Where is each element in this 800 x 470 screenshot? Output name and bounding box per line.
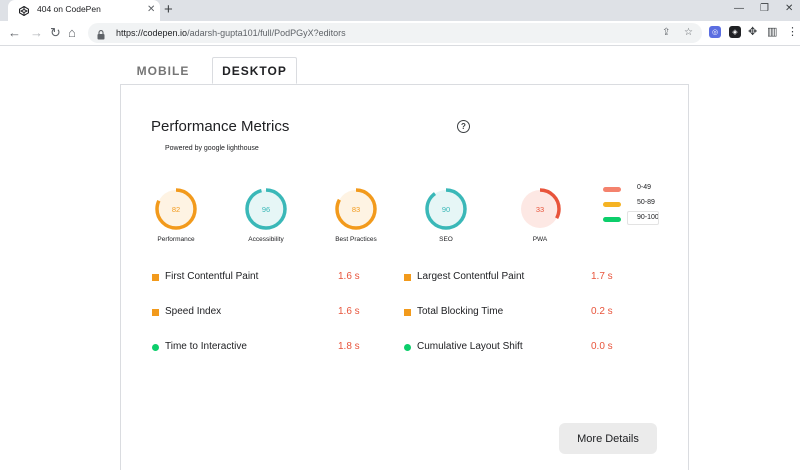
gauge-label: PWA (532, 236, 548, 243)
tab-title: 404 on CodePen (37, 4, 101, 14)
gauge-score: 90 (442, 205, 450, 214)
side-panel-icon[interactable]: ▥ (767, 26, 778, 38)
gauge-arc (519, 188, 561, 230)
metric-marker-icon (152, 309, 159, 316)
gauge-best-practices: 83 Best Practices (331, 186, 381, 243)
new-tab-button[interactable]: + (164, 1, 173, 18)
window-maximize-button[interactable]: ❐ (760, 3, 769, 14)
metric-name: First Contentful Paint (165, 271, 259, 282)
gauge-score: 83 (352, 205, 360, 214)
metric-value: 0.0 s (591, 341, 613, 352)
legend-swatch (603, 187, 621, 192)
gauge-ring: 33 (519, 188, 561, 230)
gauge-arc (335, 188, 377, 230)
gauge-fill (521, 190, 559, 228)
metric-marker-icon (404, 344, 411, 351)
gauge-label: SEO (439, 236, 453, 243)
tab-desktop[interactable]: DESKTOP (212, 57, 297, 84)
metric-marker-icon (404, 309, 411, 316)
gauge-ring: 82 (155, 188, 197, 230)
lock-icon[interactable] (97, 27, 105, 45)
window-minimize-button[interactable]: — (734, 3, 744, 14)
tab-mobile[interactable]: MOBILE (136, 63, 190, 78)
metric-name: Speed Index (165, 306, 222, 317)
metric-row: First Contentful Paint 1.6 s (152, 270, 392, 286)
page-title: Performance Metrics (151, 118, 290, 135)
metric-row: Speed Index 1.6 s (152, 305, 392, 321)
gauge-fill (157, 190, 195, 228)
gauge-seo: 90 SEO (421, 186, 471, 243)
browser-toolbar: ← → ↻ ⌂ https://codepen.io/adarsh-gupta1… (0, 21, 800, 46)
gauge-label: Best Practices (335, 236, 377, 243)
metric-value: 1.7 s (591, 271, 613, 282)
gauge-pwa: 33 PWA (515, 186, 565, 243)
metric-value: 1.8 s (338, 341, 360, 352)
codepen-icon (18, 5, 29, 16)
window-close-button[interactable]: ✕ (785, 3, 794, 14)
metric-value: 1.6 s (338, 271, 360, 282)
gauge-ring: 96 (245, 188, 287, 230)
tab-close-icon[interactable]: ✕ (147, 4, 156, 15)
gauge-fill (337, 190, 375, 228)
back-arrow-icon[interactable]: ← (8, 25, 21, 40)
url-domain: https://codepen.io (116, 28, 188, 38)
metric-name: Total Blocking Time (417, 306, 504, 317)
tab-strip: 404 on CodePen ✕ + — ❐ ✕ (0, 0, 800, 21)
metric-row: Cumulative Layout Shift 0.0 s (404, 340, 644, 356)
bookmark-star-icon[interactable]: ☆ (684, 27, 693, 38)
gauge-score: 82 (172, 205, 180, 214)
url-text: https://codepen.io/adarsh-gupta101/full/… (116, 28, 346, 38)
gauge-arc (425, 188, 467, 230)
gauge-arc (245, 188, 287, 230)
metric-marker-icon (152, 344, 159, 351)
gauge-accessibility: 96 Accessibility (241, 186, 291, 243)
legend-range: 90-100 (637, 214, 659, 221)
puzzle-extensions-icon[interactable]: ✥ (748, 26, 758, 38)
browser-tab[interactable]: 404 on CodePen ✕ (8, 0, 160, 21)
metric-value: 1.6 s (338, 306, 360, 317)
page-content: MOBILE DESKTOP Performance Metrics Power… (0, 47, 800, 470)
legend-swatch (603, 217, 621, 222)
reload-icon[interactable]: ↻ (50, 25, 61, 40)
metric-name: Cumulative Layout Shift (417, 341, 523, 352)
gauge-performance: 82 Performance (151, 186, 201, 243)
gauge-fill (427, 190, 465, 228)
forward-arrow-icon[interactable]: → (30, 25, 43, 40)
metric-name: Time to Interactive (165, 341, 247, 352)
metric-name: Largest Contentful Paint (417, 271, 525, 282)
metric-value: 0.2 s (591, 306, 613, 317)
page-subtitle: Powered by google lighthouse (165, 145, 259, 152)
gauge-fill (247, 190, 285, 228)
metric-row: Time to Interactive 1.8 s (152, 340, 392, 356)
gauge-score: 33 (536, 205, 544, 214)
menu-kebab-icon[interactable]: ⋮ (787, 26, 798, 38)
extension-icon[interactable]: ◎ (709, 26, 721, 38)
metric-row: Largest Contentful Paint 1.7 s (404, 270, 644, 286)
help-icon[interactable]: ? (457, 120, 470, 133)
legend-highlight-box (627, 211, 659, 225)
gauge-label: Performance (157, 236, 195, 243)
gauge-ring: 90 (425, 188, 467, 230)
gauge-label: Accessibility (248, 236, 284, 243)
share-icon[interactable]: ⇪ (662, 27, 671, 38)
metric-marker-icon (404, 274, 411, 281)
address-bar[interactable]: https://codepen.io/adarsh-gupta101/full/… (88, 23, 702, 43)
more-details-button[interactable]: More Details (559, 423, 657, 454)
legend-range: 50-89 (637, 199, 655, 206)
metric-marker-icon (152, 274, 159, 281)
legend-range: 0-49 (637, 184, 652, 191)
metrics-panel: Performance Metrics Powered by google li… (120, 84, 689, 470)
gauge-score: 96 (262, 205, 270, 214)
gauge-arc (155, 188, 197, 230)
url-path: /adarsh-gupta101/full/PodPGyX?editors (187, 28, 346, 38)
legend-swatch (603, 202, 621, 207)
home-icon[interactable]: ⌂ (68, 25, 76, 40)
extension-2-icon[interactable]: ◈ (729, 26, 741, 38)
gauge-ring: 83 (335, 188, 377, 230)
metric-row: Total Blocking Time 0.2 s (404, 305, 644, 321)
